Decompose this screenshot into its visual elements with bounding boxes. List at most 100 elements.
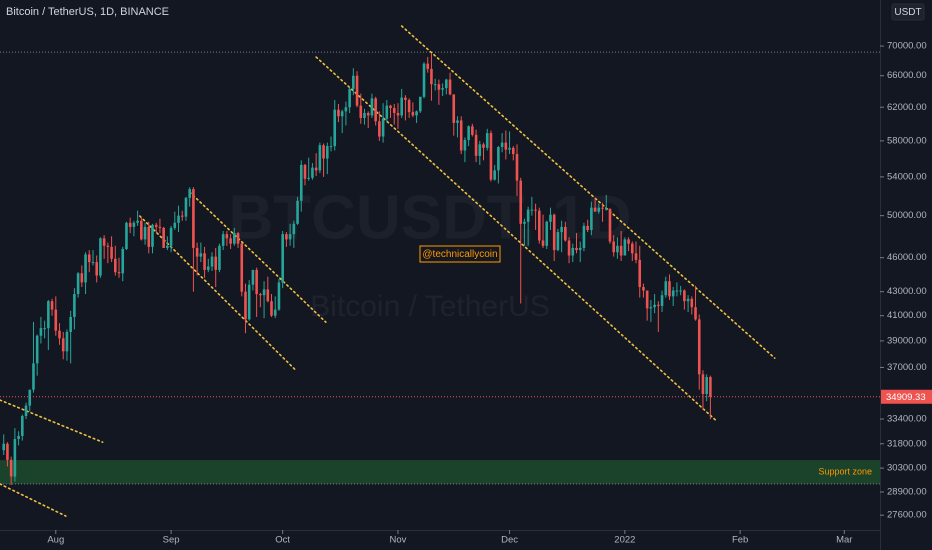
candle-body bbox=[534, 209, 537, 211]
trend-line bbox=[315, 56, 717, 421]
trend-line bbox=[400, 25, 776, 359]
candle-body bbox=[173, 222, 177, 228]
candle-body bbox=[437, 84, 441, 90]
candle-body bbox=[404, 97, 407, 100]
candle-body bbox=[660, 295, 664, 306]
candle-body bbox=[363, 112, 366, 118]
candle-body bbox=[396, 112, 400, 116]
candle-body bbox=[87, 254, 91, 263]
candle-body bbox=[39, 328, 43, 336]
candle-body bbox=[13, 439, 17, 477]
candle-body bbox=[54, 309, 58, 331]
candle-body bbox=[195, 247, 199, 257]
candle-body bbox=[653, 304, 656, 308]
candle-body bbox=[166, 245, 169, 248]
x-tick-label: Mar bbox=[836, 535, 852, 546]
candle-body bbox=[292, 223, 296, 235]
candle-body bbox=[344, 107, 348, 112]
y-tick-label: 39000.00 bbox=[887, 335, 927, 346]
candle-body bbox=[571, 247, 575, 256]
x-tick-label: Dec bbox=[501, 535, 518, 546]
candle-body bbox=[233, 233, 236, 244]
candle-body bbox=[9, 459, 13, 477]
candle-body bbox=[251, 269, 255, 285]
last-price-box bbox=[881, 389, 932, 404]
candle-body bbox=[697, 319, 701, 375]
x-tick-label: Aug bbox=[47, 535, 64, 546]
candle-body bbox=[113, 258, 117, 273]
candle-body bbox=[400, 97, 403, 116]
candle-body bbox=[326, 146, 329, 159]
candle-body bbox=[515, 154, 519, 181]
candle-body bbox=[500, 142, 504, 147]
candle-body bbox=[266, 289, 270, 302]
candle-body bbox=[552, 214, 556, 251]
candle-body bbox=[593, 207, 597, 212]
candle-body bbox=[236, 233, 240, 244]
candle-body bbox=[705, 377, 708, 395]
candle-body bbox=[426, 63, 430, 69]
candle-body bbox=[474, 134, 478, 156]
candle-body bbox=[541, 240, 545, 246]
candle-body bbox=[374, 98, 377, 122]
candle-body bbox=[485, 133, 489, 148]
candle-body bbox=[545, 221, 549, 246]
candle-body bbox=[538, 210, 541, 241]
candle-body bbox=[270, 301, 273, 316]
candle-body bbox=[32, 363, 35, 390]
candle-body bbox=[623, 239, 627, 256]
candle-body bbox=[95, 262, 99, 276]
candle-body bbox=[140, 220, 143, 240]
y-tick-label: 30300.00 bbox=[887, 463, 927, 474]
candle-body bbox=[597, 207, 601, 212]
candle-body bbox=[106, 245, 110, 247]
candle-body bbox=[448, 79, 452, 95]
candle-body bbox=[634, 253, 638, 260]
y-tick-label: 50000.00 bbox=[887, 210, 927, 221]
candle-body bbox=[240, 243, 244, 292]
candle-body bbox=[422, 63, 426, 97]
candle-body bbox=[147, 226, 151, 247]
candle-body bbox=[511, 147, 515, 155]
candle-body bbox=[560, 226, 563, 233]
candle-body bbox=[668, 281, 671, 297]
candle-body bbox=[489, 133, 493, 180]
candle-body bbox=[288, 234, 292, 240]
candle-body bbox=[307, 177, 311, 179]
candle-body bbox=[50, 301, 54, 310]
candle-body bbox=[578, 247, 582, 251]
candle-body bbox=[567, 240, 571, 256]
candle-body bbox=[709, 377, 712, 397]
candle-body bbox=[117, 272, 121, 274]
candle-body bbox=[277, 282, 281, 310]
candle-body bbox=[169, 227, 173, 246]
currency-box[interactable] bbox=[891, 3, 925, 21]
candle-body bbox=[601, 207, 604, 209]
support-zone bbox=[0, 460, 880, 485]
candle-body bbox=[24, 405, 28, 417]
candle-body bbox=[616, 245, 619, 253]
candle-body bbox=[549, 214, 552, 222]
candle-body bbox=[411, 112, 415, 116]
candle-body bbox=[225, 234, 229, 239]
candle-body bbox=[493, 170, 496, 180]
candle-body bbox=[359, 105, 363, 118]
y-tick-label: 33400.00 bbox=[887, 414, 927, 425]
candle-body bbox=[177, 215, 180, 223]
candle-body bbox=[608, 208, 612, 242]
candle-body bbox=[329, 146, 333, 148]
y-tick-label: 28900.00 bbox=[887, 486, 927, 497]
candle-body bbox=[452, 94, 456, 123]
candle-body bbox=[311, 167, 314, 178]
candle-body bbox=[575, 247, 578, 251]
candle-body bbox=[273, 309, 277, 316]
candle-body bbox=[340, 111, 344, 117]
x-tick-label: 2022 bbox=[614, 535, 635, 546]
candle-body bbox=[564, 226, 567, 241]
candle-body bbox=[433, 84, 437, 86]
currency[interactable]: USDT bbox=[894, 7, 921, 18]
candle-body bbox=[381, 118, 385, 137]
candle-body bbox=[497, 146, 500, 171]
candle-body bbox=[467, 126, 470, 140]
candle-body bbox=[664, 281, 668, 296]
